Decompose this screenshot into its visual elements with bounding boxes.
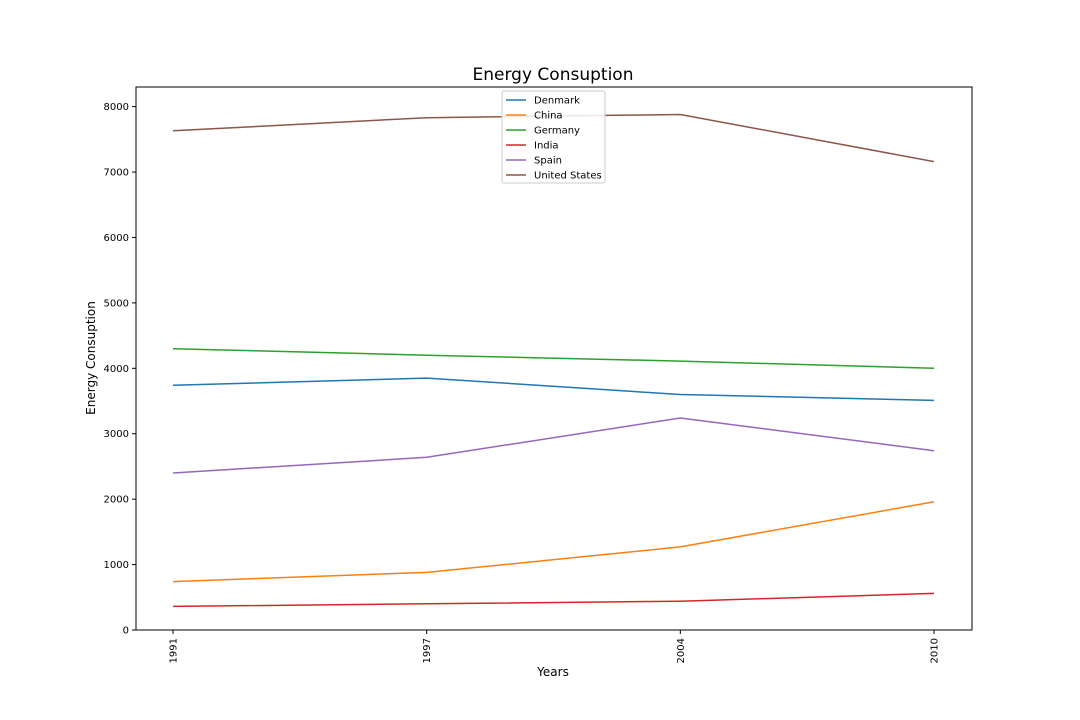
x-tick-label: 2010 <box>930 638 941 663</box>
legend-label-denmark: Denmark <box>534 96 580 107</box>
legend-label-spain: Spain <box>534 156 562 167</box>
legend: Denmark China Germany India Spain United Stat… <box>501 90 606 184</box>
series-lines <box>172 113 935 608</box>
y-tick-label: 3000 <box>104 429 129 440</box>
legend-label-germany: Germany <box>534 126 580 137</box>
legend-label-india: India <box>534 141 559 152</box>
series-line-india <box>172 592 935 608</box>
plot-area-frame <box>135 86 973 631</box>
x-axis-label: Years <box>536 665 569 679</box>
x-tick-label: 2004 <box>676 638 687 663</box>
y-tick-label: 1000 <box>104 560 129 571</box>
y-tick-label: 8000 <box>104 102 129 113</box>
y-tick-label: 6000 <box>104 233 129 244</box>
chart-title: Energy Consuption <box>473 65 634 85</box>
x-tick-label: 1997 <box>422 638 433 663</box>
y-axis: 0 1000 2000 3000 4000 5000 6000 7000 8000 <box>104 102 136 637</box>
x-tick-label: 1991 <box>169 638 180 663</box>
y-axis-label: Energy Consuption <box>84 301 98 415</box>
series-line-denmark <box>172 377 935 402</box>
y-tick-label: 5000 <box>104 298 129 309</box>
series-line-china <box>172 501 935 583</box>
legend-label-united-states: United States <box>534 171 602 182</box>
y-tick-label: 2000 <box>104 495 129 506</box>
x-axis: 1991 1997 2004 2010 <box>169 630 941 663</box>
legend-box <box>501 90 606 184</box>
y-tick-label: 7000 <box>104 168 129 179</box>
series-line-spain <box>172 417 935 474</box>
series-line-germany <box>172 347 935 370</box>
y-tick-label: 0 <box>123 626 129 637</box>
legend-label-china: China <box>534 111 563 122</box>
y-tick-label: 4000 <box>104 364 129 375</box>
